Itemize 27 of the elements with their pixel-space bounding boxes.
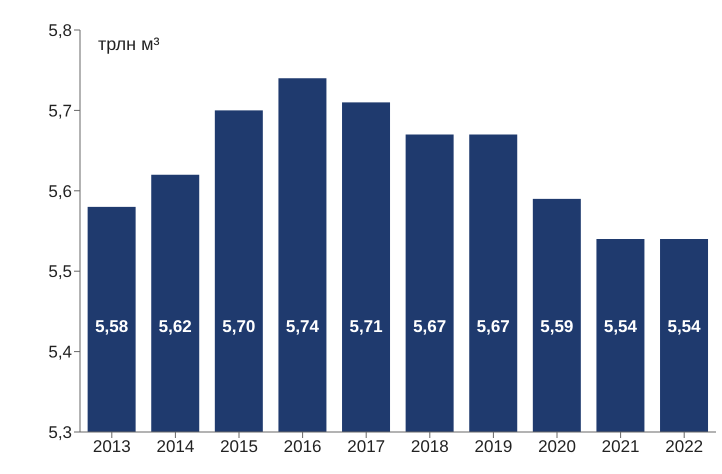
x-tick-label: 2013: [92, 437, 131, 456]
x-tick-label: 2018: [410, 437, 449, 456]
data-label: 5,70: [222, 317, 256, 336]
y-tick-label: 5,5: [48, 262, 72, 282]
x-tick-label: 2017: [347, 437, 386, 456]
x-tick-label: 2020: [538, 437, 576, 456]
data-label: 5,58: [95, 317, 128, 336]
data-label: 5,74: [286, 317, 320, 336]
y-axis-title: трлн м³: [98, 34, 160, 54]
data-label: 5,62: [158, 317, 192, 336]
y-tick-label: 5,7: [48, 101, 72, 120]
data-label: 5,54: [667, 317, 702, 336]
x-tick-label: 2021: [602, 437, 640, 456]
y-tick-label: 5,4: [48, 342, 72, 362]
y-tick-label: 5,3: [48, 423, 72, 442]
data-label: 5,67: [476, 317, 510, 336]
data-label: 5,71: [349, 317, 383, 336]
x-tick-label: 2022: [665, 437, 704, 456]
data-label: 5,67: [413, 317, 446, 336]
data-label: 5,54: [604, 317, 638, 336]
y-tick-label: 5,8: [48, 21, 72, 40]
x-tick-label: 2015: [220, 437, 258, 456]
x-tick-label: 2019: [474, 437, 512, 456]
data-label: 5,59: [540, 317, 574, 336]
x-tick-label: 2014: [156, 437, 194, 456]
x-tick-label: 2016: [284, 437, 322, 456]
y-tick-label: 5,6: [48, 182, 72, 201]
